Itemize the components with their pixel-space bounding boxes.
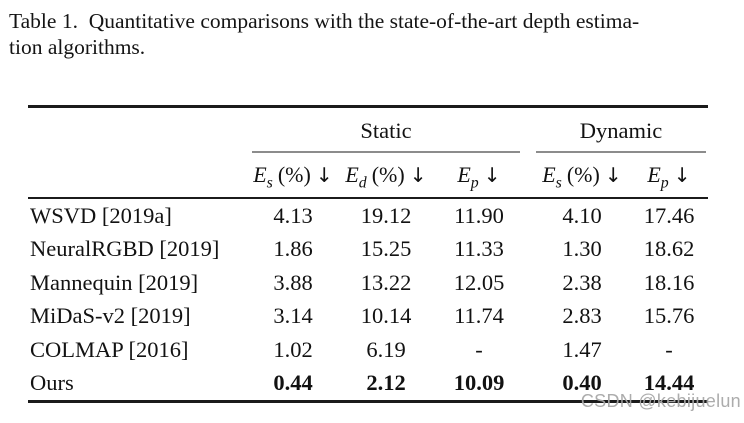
table-row-midas: MiDaS-v2 [2019] 3.14 10.14 11.74 2.83 15… [28,300,708,334]
value-cell: 1.86 [273,236,313,262]
down-arrow-icon: ↓ [409,163,427,187]
table-row-mannequin: Mannequin [2019] 3.88 13.22 12.05 2.38 1… [28,266,708,300]
group-header-blank [28,108,250,153]
column-header-ep-dynamic: Ep ↓ [630,162,708,192]
metric-unit: (%) [371,162,405,187]
value-cell: 12.05 [453,269,505,295]
value-cell: 13.22 [360,269,412,295]
caption-line-2: tion algorithms. [9,35,146,59]
value-cell: 1.47 [562,336,602,362]
column-header-es-static: Es (%) ↓ [250,162,336,192]
metric-symbol: E [542,162,556,187]
metric-subscript: d [358,174,367,192]
table-row-colmap: COLMAP [2016] 1.02 6.19 - 1.47 - [28,333,708,367]
value-cell: 0.44 [273,370,313,396]
metric-symbol: E [647,162,661,187]
table-top-rule [28,105,708,108]
value-cell: - [475,336,483,362]
metric-subscript: p [470,174,479,192]
metric-symbol: E [253,162,267,187]
method-cell: NeuralRGBD [2019] [30,236,220,262]
table-row-wsvd: WSVD [2019a] 4.13 19.12 11.90 4.10 17.46 [28,199,708,233]
value-cell: 6.19 [366,336,406,362]
down-arrow-icon: ↓ [315,163,333,187]
value-cell: 10.14 [360,303,412,329]
group-header-row: Static Dynamic [28,108,708,153]
group-header-dynamic: Dynamic [534,108,708,153]
caption-line-1: Table 1. Quantitative comparisons with t… [9,9,640,33]
column-header-ep-static: Ep ↓ [436,162,522,192]
value-cell: 2.12 [366,370,406,396]
value-cell: 1.30 [562,236,602,262]
table-row-neuralrgbd: NeuralRGBD [2019] 1.86 15.25 11.33 1.30 … [28,233,708,267]
value-cell: 2.83 [562,303,602,329]
method-cell: Mannequin [2019] [30,269,199,295]
static-cmidrule [252,151,520,153]
metric-unit: (%) [277,162,311,187]
table-bottom-rule [28,400,708,403]
value-cell: 18.16 [643,269,695,295]
value-cell: 4.10 [562,202,602,228]
value-cell: 15.25 [360,236,412,262]
group-header-static: Static [250,108,522,153]
down-arrow-icon: ↓ [483,163,501,187]
metric-subscript: s [555,174,562,192]
value-cell: 11.33 [454,236,504,262]
value-cell: 19.12 [360,202,412,228]
value-cell: 14.44 [643,370,695,396]
value-cell: 4.13 [273,202,313,228]
method-cell: Ours [30,370,74,396]
value-cell: 1.02 [273,336,313,362]
column-header-row: Es (%) ↓ Ed (%) ↓ Ep ↓ Es (%) ↓ Ep ↓ [28,153,708,197]
value-cell: 15.76 [643,303,695,329]
down-arrow-icon: ↓ [604,163,622,187]
method-cell: MiDaS-v2 [2019] [30,303,191,329]
value-cell: 10.09 [453,370,505,396]
value-cell: 11.74 [454,303,504,329]
results-table: Static Dynamic Es (%) ↓ Ed (%) ↓ Ep ↓ Es (%) ↓ … [28,105,708,403]
table-caption: Table 1. Quantitative comparisons with t… [9,8,739,60]
metric-subscript: p [660,174,669,192]
table-row-ours: Ours 0.44 2.12 10.09 0.40 14.44 [28,367,708,401]
group-header-gap [522,108,534,153]
csdn-watermark: CSDN @kebijuelun [580,391,741,411]
column-header-es-dynamic: Es (%) ↓ [534,162,630,192]
value-cell: 3.88 [273,269,313,295]
value-cell: 17.46 [643,202,695,228]
metric-unit: (%) [566,162,600,187]
method-cell: COLMAP [2016] [30,336,189,362]
method-cell: WSVD [2019a] [30,202,172,228]
dynamic-cmidrule [536,151,706,153]
group-label-dynamic: Dynamic [579,117,663,143]
column-header-ed-static: Ed (%) ↓ [336,162,436,192]
metric-subscript: s [266,174,273,192]
value-cell: 18.62 [643,236,695,262]
header-body-rule [28,197,708,199]
value-cell: - [665,336,673,362]
metric-symbol: E [345,162,359,187]
group-label-static: Static [360,117,412,143]
value-cell: 11.90 [454,202,504,228]
value-cell: 3.14 [273,303,313,329]
value-cell: 0.40 [562,370,602,396]
down-arrow-icon: ↓ [673,163,691,187]
value-cell: 2.38 [562,269,602,295]
metric-symbol: E [457,162,471,187]
